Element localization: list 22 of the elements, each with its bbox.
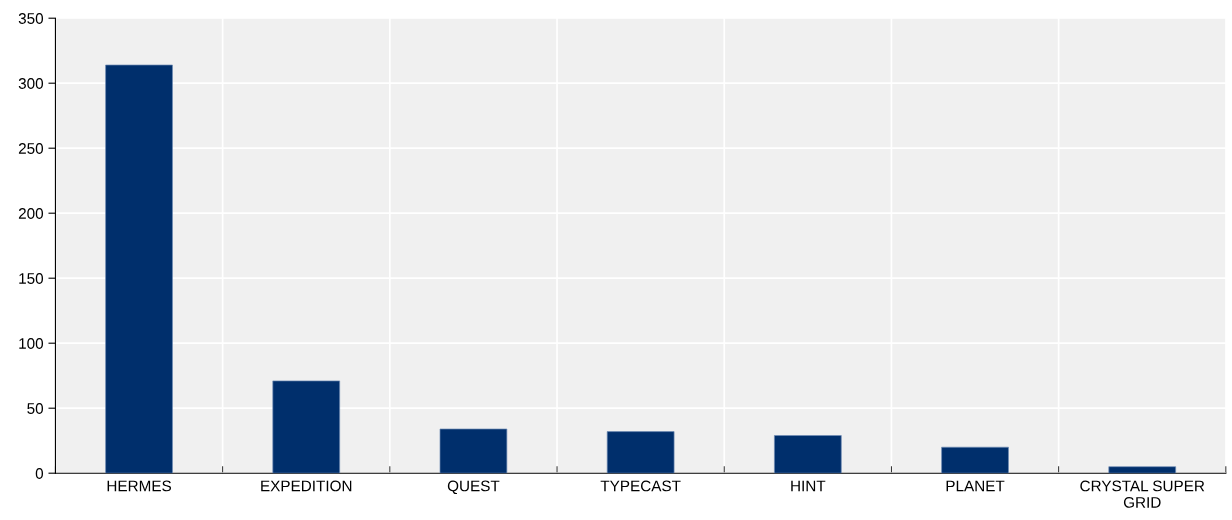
- bar: [606, 431, 675, 474]
- y-tick-label: 350: [18, 13, 44, 24]
- x-tick-label: QUEST: [447, 480, 500, 495]
- x-tick-label: EXPEDITION: [261, 480, 352, 492]
- y-tick-label: 300: [18, 78, 44, 89]
- x-tick-label: TYPECAST: [600, 480, 681, 492]
- x-tick-label: HINT: [791, 480, 826, 492]
- y-tick-label: 0: [35, 468, 44, 479]
- y-tick-label: 100: [19, 338, 44, 349]
- bar: [1108, 466, 1177, 474]
- bar: [941, 446, 1009, 474]
- bar: [774, 435, 842, 474]
- bar: [439, 428, 508, 474]
- x-tick-label: PLANET: [946, 480, 1005, 492]
- x-tick-label: HERMES: [107, 480, 172, 492]
- y-tick-label: 150: [19, 273, 44, 284]
- y-tick-label: 200: [18, 208, 44, 219]
- x-tick-label: CRYSTAL SUPER GRID: [1080, 480, 1205, 508]
- bar: [105, 64, 173, 474]
- y-tick-label: 250: [18, 143, 44, 154]
- bar: [272, 380, 341, 474]
- y-tick-label: 50: [27, 403, 44, 414]
